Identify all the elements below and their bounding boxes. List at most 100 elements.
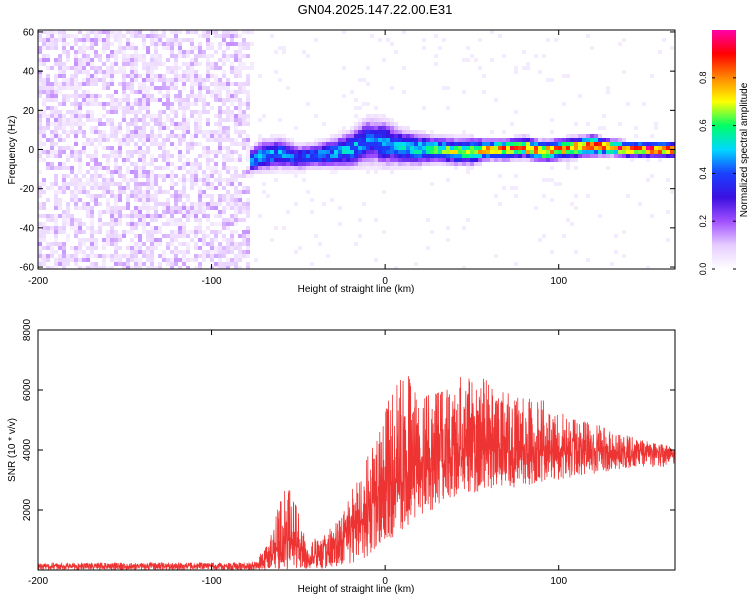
spectrogram-cell xyxy=(42,98,46,102)
spectrogram-cell xyxy=(66,34,70,38)
spectrogram-cell xyxy=(466,162,470,166)
spectrogram-cell xyxy=(374,142,378,146)
spectrogram-cell xyxy=(90,110,94,114)
spectrogram-cell xyxy=(86,258,90,262)
spectrogram-cell xyxy=(146,250,150,254)
spectrogram-cell xyxy=(186,242,190,246)
spectrogram-cell xyxy=(90,38,94,42)
spectrogram-cell xyxy=(222,210,226,214)
spectrogram-cell xyxy=(230,62,234,66)
spectrogram-cell xyxy=(158,214,162,218)
spectrogram-cell xyxy=(174,70,178,74)
spectrogram-cell xyxy=(42,246,46,250)
spectrogram-cell xyxy=(242,30,246,34)
spectrogram-cell xyxy=(222,238,226,242)
spectrogram-cell xyxy=(58,226,62,230)
spectrogram-cell xyxy=(82,38,86,42)
spectrogram-cell xyxy=(178,126,182,130)
spectrogram-cell xyxy=(206,42,210,46)
spectrogram-cell xyxy=(134,102,138,106)
spectrogram-cell xyxy=(210,42,214,46)
spectrogram-cell xyxy=(218,198,222,202)
colorbar-tick-label: 0.4 xyxy=(698,167,708,180)
spectrogram-cell xyxy=(86,254,90,258)
spectrogram-cell xyxy=(78,186,82,190)
spectrogram-cell xyxy=(354,106,358,110)
spectrogram-cell xyxy=(122,58,126,62)
spectrogram-cell xyxy=(74,178,78,182)
spectrogram-cell xyxy=(190,46,194,50)
spectrogram-cell xyxy=(490,142,494,146)
spectrogram-cell xyxy=(46,254,50,258)
spectrogram-cell xyxy=(426,158,430,162)
spectrogram-cell xyxy=(58,30,62,34)
spectrogram-cell xyxy=(90,254,94,258)
spectrogram-cell xyxy=(206,182,210,186)
spectrogram-cell xyxy=(166,66,170,70)
spectrogram-cell xyxy=(394,138,398,142)
spectrogram-cell xyxy=(310,162,314,166)
spectrogram-cell xyxy=(130,154,134,158)
spectrogram-cell xyxy=(154,86,158,90)
spectrogram-cell xyxy=(178,230,182,234)
spectrogram-cell xyxy=(378,162,382,166)
spectrogram-cell xyxy=(50,134,54,138)
spectrogram-cell xyxy=(566,74,570,78)
spectrogram-cell xyxy=(198,178,202,182)
spectrogram-cell xyxy=(342,142,346,146)
spectrogram-cell xyxy=(230,242,234,246)
spectrogram-cell xyxy=(598,146,602,150)
spectrogram-cell xyxy=(110,266,114,269)
spectrogram-cell xyxy=(246,138,250,142)
spectrogram-cell xyxy=(206,86,210,90)
spectrogram-cell xyxy=(454,162,458,166)
spectrogram-cell xyxy=(66,262,70,266)
spectrogram-cell xyxy=(586,258,590,262)
spectrogram-cell xyxy=(114,158,118,162)
spectrogram-cell xyxy=(210,66,214,70)
spectrogram-cell xyxy=(314,162,318,166)
spectrogram-cell xyxy=(498,142,502,146)
spectrogram-cell xyxy=(378,158,382,162)
spectrogram-cell xyxy=(398,158,402,162)
spectrogram-cell xyxy=(206,150,210,154)
spectrogram-cell xyxy=(602,154,606,158)
spectrogram-cell xyxy=(622,142,626,146)
spectrogram-cell xyxy=(114,198,118,202)
spectrogram-cell xyxy=(142,38,146,42)
spectrogram-cell xyxy=(222,158,226,162)
spectrogram-cell xyxy=(486,150,490,154)
spectrogram-cell xyxy=(134,166,138,170)
spectrogram-cell xyxy=(114,210,118,214)
spectrogram-cell xyxy=(42,226,46,230)
spectrogram-cell xyxy=(414,130,418,134)
spectrogram-cell xyxy=(446,178,450,182)
spectrogram-cell xyxy=(446,150,450,154)
spectrogram-cell xyxy=(178,266,182,269)
spectrogram-cell xyxy=(98,138,102,142)
spectrogram-cell xyxy=(106,86,110,90)
spectrogram-cell xyxy=(154,182,158,186)
spectrogram-cell xyxy=(126,178,130,182)
spectrogram-cell xyxy=(142,58,146,62)
spectrogram-cell xyxy=(130,106,134,110)
spectrogram-cell xyxy=(570,142,574,146)
spectrogram-cell xyxy=(54,202,58,206)
spectrogram-cell xyxy=(418,138,422,142)
spectrogram-cell xyxy=(170,130,174,134)
spectrogram-cell xyxy=(206,146,210,150)
spectrogram-cell xyxy=(662,150,666,154)
spectrogram-cell xyxy=(198,246,202,250)
spectrogram-cell xyxy=(362,162,366,166)
spectrogram-cell xyxy=(118,166,122,170)
spectrogram-cell xyxy=(222,34,226,38)
spectrogram-cell xyxy=(418,134,422,138)
spectrogram-cell xyxy=(362,130,366,134)
spectrogram-cell xyxy=(542,138,546,142)
spectrogram-cell xyxy=(666,210,670,214)
spectrogram-cell xyxy=(134,262,138,266)
spectrogram-cell xyxy=(186,150,190,154)
spectrogram-cell xyxy=(262,146,266,150)
spectrogram-cell xyxy=(74,94,78,98)
spectrogram-cell xyxy=(130,130,134,134)
